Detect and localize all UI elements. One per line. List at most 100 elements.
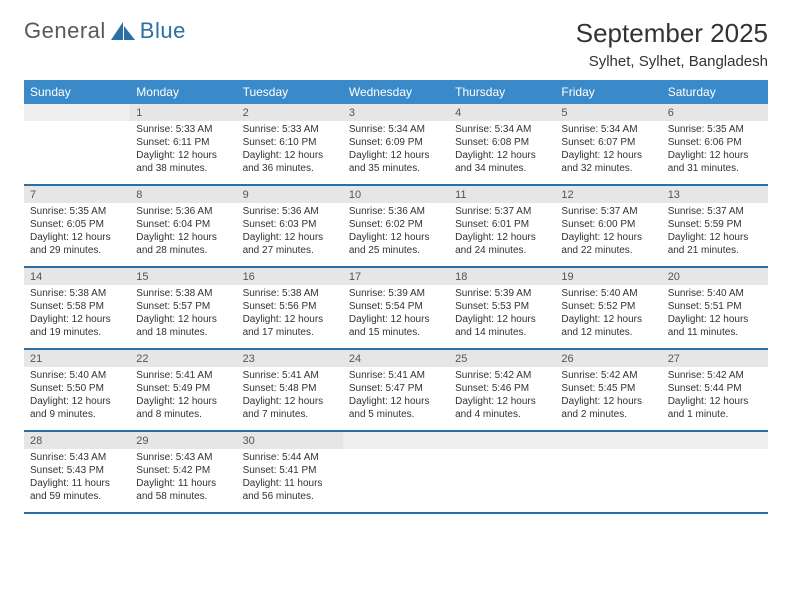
sunrise-text: Sunrise: 5:38 AM <box>136 287 230 300</box>
sunset-text: Sunset: 5:59 PM <box>668 218 762 231</box>
page-header: General Blue September 2025 Sylhet, Sylh… <box>24 18 768 70</box>
weekday-header: Thursday <box>449 80 555 104</box>
day-content-cell: Sunrise: 5:38 AMSunset: 5:58 PMDaylight:… <box>24 285 130 349</box>
day-content-row: Sunrise: 5:35 AMSunset: 6:05 PM Daylight:… <box>24 203 768 267</box>
day-number-cell <box>24 104 130 121</box>
sunrise-text: Sunrise: 5:40 AM <box>30 369 124 382</box>
sunset-text: Sunset: 5:53 PM <box>455 300 549 313</box>
sunrise-text: Sunrise: 5:44 AM <box>243 451 337 464</box>
day-number-cell: 7 <box>24 185 130 203</box>
daylight-text-1: Daylight: 11 hours <box>136 477 230 490</box>
sunset-text: Sunset: 5:44 PM <box>668 382 762 395</box>
day-content-cell: Sunrise: 5:33 AMSunset: 6:11 PMDaylight:… <box>130 121 236 185</box>
day-number-cell: 4 <box>449 104 555 121</box>
weekday-header: Tuesday <box>237 80 343 104</box>
day-content-row: Sunrise: 5:38 AMSunset: 5:58 PMDaylight:… <box>24 285 768 349</box>
sail-icon <box>110 20 136 42</box>
day-content-cell: Sunrise: 5:41 AMSunset: 5:47 PMDaylight:… <box>343 367 449 431</box>
day-number: 12 <box>561 189 573 201</box>
sunset-text: Sunset: 5:42 PM <box>136 464 230 477</box>
day-content-cell: Sunrise: 5:36 AMSunset: 6:04 PMDaylight:… <box>130 203 236 267</box>
daylight-text-1: Daylight: 11 hours <box>243 477 337 490</box>
day-number-cell: 9 <box>237 185 343 203</box>
weekday-header-row: Sunday Monday Tuesday Wednesday Thursday… <box>24 80 768 104</box>
daylight-text-2: and 31 minutes. <box>668 162 762 175</box>
calendar-table: Sunday Monday Tuesday Wednesday Thursday… <box>24 80 768 514</box>
day-content-cell: Sunrise: 5:38 AMSunset: 5:56 PMDaylight:… <box>237 285 343 349</box>
daylight-text-1: Daylight: 12 hours <box>349 395 443 408</box>
sunrise-text: Sunrise: 5:34 AM <box>561 123 655 136</box>
day-content-row: Sunrise: 5:43 AMSunset: 5:43 PMDaylight:… <box>24 449 768 513</box>
day-number: 6 <box>668 107 674 119</box>
sunrise-text: Sunrise: 5:38 AM <box>30 287 124 300</box>
sunrise-text: Sunrise: 5:41 AM <box>136 369 230 382</box>
day-content-cell <box>555 449 661 513</box>
sunrise-text: Sunrise: 5:38 AM <box>243 287 337 300</box>
daylight-text-1: Daylight: 11 hours <box>30 477 124 490</box>
day-number-row: 123456 <box>24 104 768 121</box>
day-content-cell: Sunrise: 5:37 AMSunset: 6:00 PMDaylight:… <box>555 203 661 267</box>
day-number-cell: 1 <box>130 104 236 121</box>
daylight-text-1: Daylight: 12 hours <box>561 395 655 408</box>
day-number-cell: 20 <box>662 267 768 285</box>
sunset-text: Sunset: 5:52 PM <box>561 300 655 313</box>
day-number-cell: 23 <box>237 349 343 367</box>
daylight-text-2: and 2 minutes. <box>561 408 655 421</box>
day-number-cell <box>555 431 661 449</box>
title-block: September 2025 Sylhet, Sylhet, Banglades… <box>576 18 768 70</box>
day-number: 23 <box>243 353 255 365</box>
daylight-text-2: and 29 minutes. <box>30 244 124 257</box>
daylight-text-1: Daylight: 12 hours <box>349 231 443 244</box>
sunrise-text: Sunrise: 5:41 AM <box>243 369 337 382</box>
logo-word-2: Blue <box>140 18 186 44</box>
day-number-cell: 13 <box>662 185 768 203</box>
month-title: September 2025 <box>576 18 768 49</box>
day-number: 18 <box>455 271 467 283</box>
sunrise-text: Sunrise: 5:36 AM <box>243 205 337 218</box>
sunset-text: Sunset: 5:41 PM <box>243 464 337 477</box>
day-number: 19 <box>561 271 573 283</box>
daylight-text-1: Daylight: 12 hours <box>243 231 337 244</box>
day-content-cell: Sunrise: 5:34 AMSunset: 6:07 PMDaylight:… <box>555 121 661 185</box>
daylight-text-2: and 17 minutes. <box>243 326 337 339</box>
day-number-cell: 14 <box>24 267 130 285</box>
sunset-text: Sunset: 6:09 PM <box>349 136 443 149</box>
sunset-text: Sunset: 6:01 PM <box>455 218 549 231</box>
sunset-text: Sunset: 6:02 PM <box>349 218 443 231</box>
day-number-cell: 8 <box>130 185 236 203</box>
sunset-text: Sunset: 6:05 PM <box>30 218 124 231</box>
day-number: 16 <box>243 271 255 283</box>
day-content-cell: Sunrise: 5:43 AMSunset: 5:43 PMDaylight:… <box>24 449 130 513</box>
logo: General Blue <box>24 18 186 44</box>
daylight-text-1: Daylight: 12 hours <box>668 395 762 408</box>
day-number: 27 <box>668 353 680 365</box>
daylight-text-1: Daylight: 12 hours <box>561 313 655 326</box>
sunrise-text: Sunrise: 5:36 AM <box>136 205 230 218</box>
day-number-cell: 16 <box>237 267 343 285</box>
sunrise-text: Sunrise: 5:35 AM <box>668 123 762 136</box>
day-number: 25 <box>455 353 467 365</box>
day-number: 3 <box>349 107 355 119</box>
day-number: 8 <box>136 189 142 201</box>
day-number: 29 <box>136 435 148 447</box>
day-number-cell: 27 <box>662 349 768 367</box>
day-content-cell: Sunrise: 5:43 AMSunset: 5:42 PMDaylight:… <box>130 449 236 513</box>
day-number-cell: 15 <box>130 267 236 285</box>
day-number-cell: 29 <box>130 431 236 449</box>
sunrise-text: Sunrise: 5:39 AM <box>455 287 549 300</box>
daylight-text-2: and 35 minutes. <box>349 162 443 175</box>
daylight-text-1: Daylight: 12 hours <box>243 149 337 162</box>
daylight-text-1: Daylight: 12 hours <box>136 395 230 408</box>
day-number-row: 282930 <box>24 431 768 449</box>
day-number-cell: 24 <box>343 349 449 367</box>
day-number: 14 <box>30 271 42 283</box>
sunrise-text: Sunrise: 5:40 AM <box>668 287 762 300</box>
sunrise-text: Sunrise: 5:34 AM <box>455 123 549 136</box>
day-number-cell: 17 <box>343 267 449 285</box>
day-number-cell: 2 <box>237 104 343 121</box>
day-number-row: 78910111213 <box>24 185 768 203</box>
day-content-cell: Sunrise: 5:39 AMSunset: 5:54 PMDaylight:… <box>343 285 449 349</box>
sunrise-text: Sunrise: 5:37 AM <box>455 205 549 218</box>
sunrise-text: Sunrise: 5:39 AM <box>349 287 443 300</box>
sunrise-text: Sunrise: 5:35 AM <box>30 205 124 218</box>
